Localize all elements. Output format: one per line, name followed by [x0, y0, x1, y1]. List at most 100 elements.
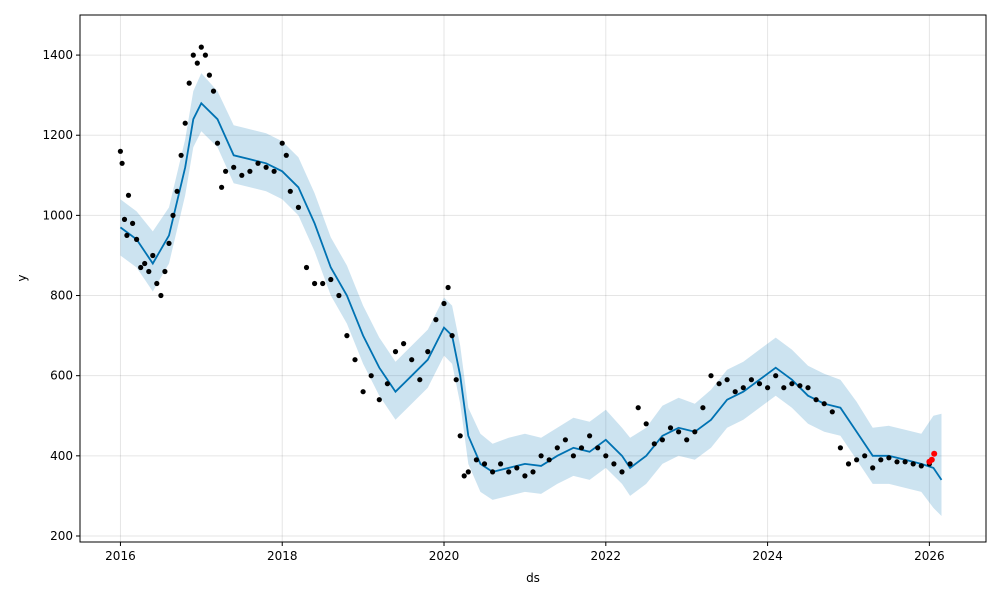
- observed-point: [570, 453, 577, 459]
- observed-point: [119, 160, 125, 166]
- observed-point: [902, 459, 908, 465]
- observed-point: [619, 469, 625, 475]
- observed-point: [473, 457, 479, 463]
- observed-point: [312, 280, 318, 287]
- highlight-point: [931, 450, 938, 457]
- observed-point: [409, 357, 415, 363]
- observed-point: [150, 252, 156, 259]
- observed-point: [461, 473, 467, 479]
- observed-point: [765, 385, 771, 391]
- observed-point: [862, 453, 868, 459]
- observed-point: [821, 401, 827, 407]
- x-axis: 2016 2018 2020 2022 2024 2026: [105, 542, 945, 563]
- observed-point: [805, 385, 811, 391]
- observed-point: [490, 469, 496, 475]
- observed-point: [894, 459, 900, 465]
- highlight-points-layer: [926, 450, 938, 465]
- observed-point: [214, 140, 221, 146]
- observed-point: [231, 164, 237, 170]
- observed-point: [684, 437, 690, 443]
- x-tick-label: 2016: [105, 549, 136, 563]
- observed-point: [708, 373, 714, 379]
- observed-point: [154, 280, 160, 287]
- observed-point: [522, 473, 528, 479]
- observed-point: [178, 152, 184, 158]
- observed-point: [198, 44, 204, 50]
- observed-point: [724, 377, 730, 383]
- observed-point: [587, 433, 593, 439]
- observed-point: [384, 381, 390, 387]
- observed-point: [676, 429, 682, 435]
- observed-point: [837, 445, 844, 451]
- observed-point: [829, 409, 835, 415]
- x-tick-label: 2026: [914, 549, 945, 563]
- observed-point: [506, 469, 512, 475]
- observed-point: [667, 425, 674, 431]
- highlight-point: [928, 456, 935, 463]
- observed-point: [182, 120, 188, 126]
- observed-point: [320, 280, 326, 287]
- observed-point: [425, 349, 431, 355]
- observed-point: [878, 457, 884, 463]
- observed-point: [174, 188, 180, 194]
- observed-point: [202, 52, 208, 58]
- observed-point: [449, 333, 455, 339]
- observed-point: [700, 405, 706, 411]
- y-tick-label: 600: [50, 369, 73, 383]
- observed-point: [433, 317, 439, 323]
- plot-frame: [79, 14, 987, 543]
- y-tick-label: 200: [50, 529, 73, 543]
- observed-point: [445, 284, 451, 291]
- observed-point: [190, 52, 196, 58]
- observed-point: [336, 292, 342, 299]
- observed-point: [206, 72, 212, 78]
- y-axis-label: y: [15, 274, 29, 281]
- observed-point: [595, 445, 601, 451]
- observed-point: [740, 385, 746, 391]
- x-tick-label: 2022: [591, 549, 622, 563]
- observed-point: [417, 377, 423, 383]
- observed-point: [813, 397, 819, 403]
- observed-point: [797, 383, 803, 389]
- observed-point: [247, 168, 253, 174]
- observed-point: [457, 433, 463, 439]
- observed-point: [392, 349, 399, 355]
- observed-point: [219, 184, 225, 190]
- observed-point: [130, 220, 136, 226]
- observed-point: [158, 292, 164, 299]
- observed-point: [635, 405, 641, 411]
- uncertainty-band-layer: [120, 73, 942, 516]
- observed-point: [162, 268, 168, 275]
- observed-point: [530, 469, 536, 475]
- observed-point: [360, 389, 366, 395]
- observed-point: [659, 437, 666, 443]
- observed-point: [368, 373, 374, 379]
- observed-point: [287, 188, 293, 194]
- observed-point: [170, 212, 176, 218]
- observed-point: [643, 421, 649, 427]
- observed-point: [716, 381, 722, 387]
- observed-point: [117, 148, 123, 154]
- observed-point: [453, 377, 459, 383]
- observed-point: [352, 357, 358, 363]
- observed-point: [210, 88, 217, 94]
- observed-point: [279, 140, 285, 146]
- observed-point: [781, 385, 787, 391]
- observed-point: [328, 276, 334, 283]
- observed-point: [886, 455, 892, 461]
- observed-point: [125, 192, 132, 198]
- observed-point: [789, 381, 795, 387]
- observed-point: [918, 463, 924, 469]
- observed-point: [845, 461, 852, 467]
- observed-point: [611, 461, 617, 467]
- y-tick-label: 1400: [42, 48, 73, 62]
- observed-point: [854, 457, 860, 463]
- observed-point: [498, 461, 504, 467]
- x-tick-label: 2018: [267, 549, 298, 563]
- x-tick-label: 2020: [429, 549, 460, 563]
- observed-point: [651, 441, 657, 447]
- observed-point: [344, 333, 350, 339]
- observed-point: [142, 260, 148, 267]
- observed-point: [255, 160, 261, 166]
